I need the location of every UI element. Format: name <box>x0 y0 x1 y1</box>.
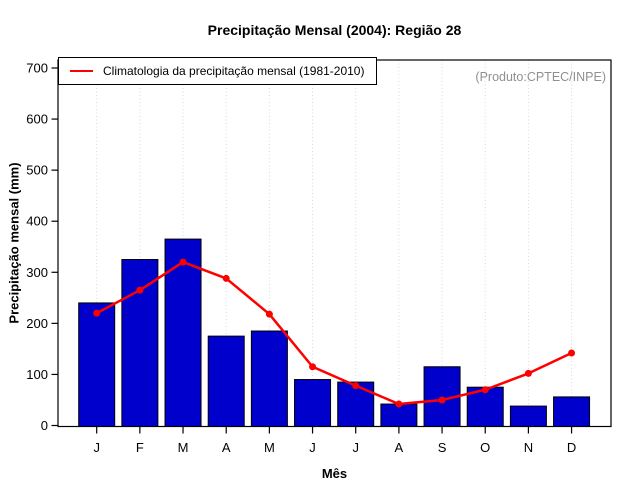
x-tick-label: N <box>524 440 533 455</box>
y-tick-label: 200 <box>26 316 48 331</box>
climatology-point <box>568 349 576 357</box>
y-tick-label: 100 <box>26 367 48 382</box>
x-tick-label: D <box>567 440 576 455</box>
y-tick-label: 400 <box>26 214 48 229</box>
bar-D11 <box>553 396 591 427</box>
climatology-point <box>309 363 317 371</box>
x-axis-label: Mês <box>321 466 348 481</box>
legend-box: Climatologia da precipitação mensal (198… <box>58 57 377 85</box>
x-tick-label: M <box>178 440 189 455</box>
climatology-point <box>265 310 273 318</box>
bar-N10 <box>509 405 547 428</box>
chart-title: Precipitação Mensal (2004): Região 28 <box>207 22 462 38</box>
bar-J5 <box>294 379 332 427</box>
x-tick-label: A <box>395 440 404 455</box>
climatology-point <box>395 400 403 408</box>
x-tick-label: O <box>480 440 490 455</box>
x-tick-label: S <box>438 440 447 455</box>
y-tick-label: 300 <box>26 265 48 280</box>
climatology-point <box>136 286 144 294</box>
x-tick-label: F <box>136 440 144 455</box>
y-axis-label: Precipitação mensal (mm) <box>6 162 22 324</box>
climatology-point <box>481 386 489 394</box>
y-tick-label: 500 <box>26 163 48 178</box>
legend-line-icon <box>70 70 93 72</box>
x-tick-label: J <box>352 440 359 455</box>
x-tick-label: J <box>93 440 100 455</box>
climatology-point <box>222 274 230 282</box>
y-tick-label: 700 <box>26 61 48 76</box>
bar-M4 <box>250 330 288 427</box>
x-tick-label: J <box>309 440 316 455</box>
x-tick-label: M <box>264 440 275 455</box>
bar-F1 <box>121 259 159 427</box>
y-tick-label: 600 <box>26 112 48 127</box>
bar-A3 <box>207 335 245 427</box>
climatology-point <box>93 309 101 317</box>
climatology-point <box>524 369 532 377</box>
y-tick-label: 0 <box>41 418 48 433</box>
climatology-line <box>95 260 573 406</box>
bar-J0 <box>78 302 116 427</box>
annotation-produto: (Produto:CPTEC/INPE) <box>475 70 606 84</box>
x-tick-label: A <box>222 440 231 455</box>
legend-label: Climatologia da precipitação mensal (198… <box>103 64 365 78</box>
climatology-point <box>438 396 446 404</box>
climatology-point <box>179 258 187 266</box>
climatology-point <box>352 382 360 390</box>
